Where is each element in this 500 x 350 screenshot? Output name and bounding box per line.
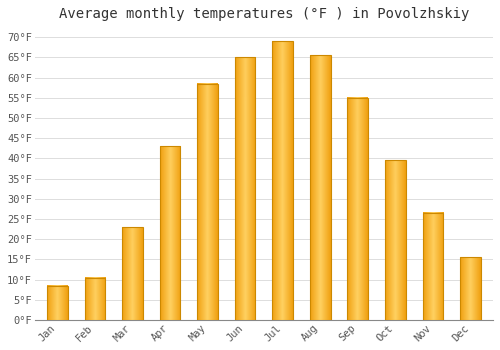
Title: Average monthly temperatures (°F ) in Povolzhskiy: Average monthly temperatures (°F ) in Po… [58, 7, 469, 21]
